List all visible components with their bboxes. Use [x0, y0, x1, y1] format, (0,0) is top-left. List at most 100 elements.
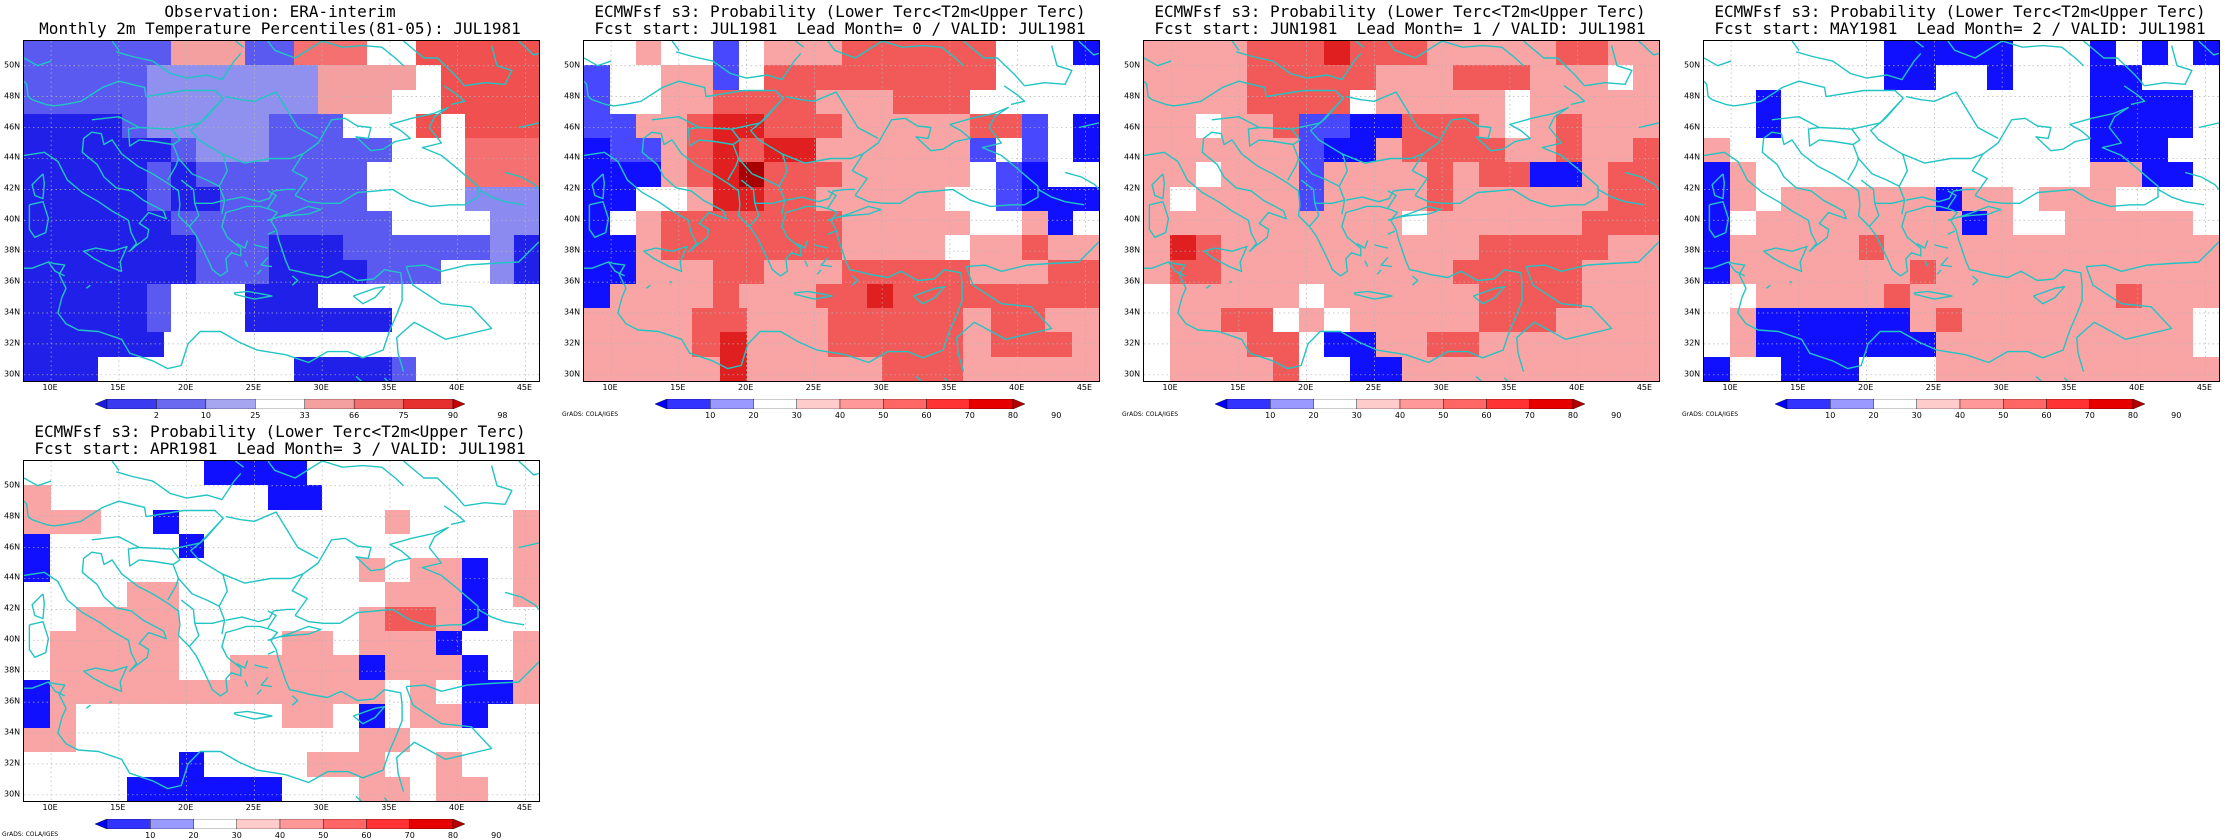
panel-title: ECMWFsf s3: Probability (Lower Terc<T2m<… [34, 422, 526, 441]
grid-cell [1608, 138, 1633, 162]
coastline [260, 676, 273, 688]
coastline [233, 710, 273, 720]
colorbar-swatch [279, 819, 324, 829]
lon-tick-label: 20E [178, 803, 194, 812]
grid-cell [1608, 235, 1633, 260]
grid-cell [867, 41, 893, 65]
coastline [827, 190, 837, 209]
grid-cell [1505, 357, 1530, 381]
grid-cell [153, 582, 179, 607]
grid-cell [584, 357, 611, 381]
grid-cell [919, 235, 945, 260]
grid-cell [1247, 357, 1273, 381]
grid-cell [739, 187, 764, 211]
grid-cell [307, 631, 333, 655]
grid-cell [410, 582, 436, 607]
coastline [291, 275, 299, 286]
lat-tick-label: 44N [564, 152, 581, 162]
coastline [1847, 144, 1860, 181]
grid-cell [1247, 332, 1273, 357]
grid-cell [945, 284, 970, 308]
coastline [1584, 45, 1633, 87]
coastline [1638, 41, 1659, 56]
coastline [443, 505, 466, 526]
grid-cell [1608, 357, 1633, 381]
colorbar-swatch [666, 399, 711, 409]
grid-cell [269, 114, 294, 138]
grid-cell [1453, 65, 1479, 90]
grid-cell [1608, 162, 1633, 187]
grid-cell [991, 332, 1018, 357]
coastline [1597, 188, 1645, 206]
grid-cell [24, 680, 50, 704]
grid-cell [318, 235, 343, 260]
grid-cell [1582, 90, 1608, 114]
grid-cell [410, 655, 436, 680]
coastline [1503, 377, 1509, 381]
grid-cell [1453, 332, 1479, 357]
coastline [915, 375, 923, 381]
grid-cell [2142, 114, 2168, 138]
grid-cell [1427, 235, 1453, 260]
grid-cell [1936, 357, 1962, 381]
grid-cell [204, 777, 230, 801]
grid-cell [1273, 235, 1299, 260]
grid-cell [1221, 308, 1247, 332]
coastline [1905, 188, 1976, 203]
grid-cell [2168, 114, 2193, 138]
lat-tick-label: 32N [1684, 338, 1701, 348]
coastline [1868, 203, 1880, 227]
colorbar-label: 10 [200, 411, 211, 420]
coastline [1711, 173, 1725, 200]
grid-cell [867, 90, 893, 114]
grid-cell [1530, 260, 1556, 284]
grid-cell [385, 655, 410, 680]
grid-cell [171, 187, 196, 211]
grid-cell [2142, 41, 2168, 65]
grid-cell [385, 582, 410, 607]
map-frame [23, 40, 540, 382]
grid-cell [1633, 65, 1659, 90]
grid-cell [970, 138, 996, 162]
grid-cell [1505, 162, 1530, 187]
grid-cell [842, 235, 867, 260]
colorbar-label: 20 [1308, 411, 1319, 420]
panel-subtitle: Fcst start: MAY1981 Lead Month= 2 / VALI… [1714, 19, 2206, 38]
grid-cell [665, 308, 692, 332]
grid-cell [790, 162, 816, 187]
coastline [1704, 57, 1732, 67]
colorbar-swatch [366, 819, 410, 829]
grid-cell [611, 332, 638, 357]
coastline [591, 80, 784, 130]
grid-cell [294, 41, 318, 65]
grid-cell [245, 41, 269, 65]
coastline [943, 377, 949, 381]
coastline [85, 704, 91, 709]
coastline [127, 546, 181, 567]
coastline [1411, 275, 1419, 286]
coastline [785, 91, 879, 140]
grid-cell [513, 655, 539, 680]
grid-cell [49, 162, 73, 187]
grid-cell [764, 187, 790, 211]
colorbar-label: 10 [1825, 411, 1836, 420]
grid-cell [1608, 284, 1633, 308]
grid-cell [1608, 114, 1633, 138]
lon-tick-label: 20E [1298, 383, 1314, 392]
colorbar-label: 40 [1394, 411, 1406, 420]
lon-tick-label: 15E [110, 383, 126, 392]
coastline [24, 80, 33, 101]
grid-cell [73, 41, 98, 65]
grid-cell [1170, 65, 1196, 90]
grid-cell [122, 90, 147, 114]
grid-cell [1045, 308, 1072, 332]
grid-cell [318, 162, 343, 187]
grid-cell [816, 65, 842, 90]
grid-cell [584, 235, 610, 260]
colorbar-swatch [1012, 399, 1025, 409]
grid-cell [1376, 211, 1402, 235]
grid-cell [50, 655, 76, 680]
coastline [1308, 203, 1320, 227]
grid-cell [50, 631, 76, 655]
grid-cell [1048, 187, 1073, 211]
